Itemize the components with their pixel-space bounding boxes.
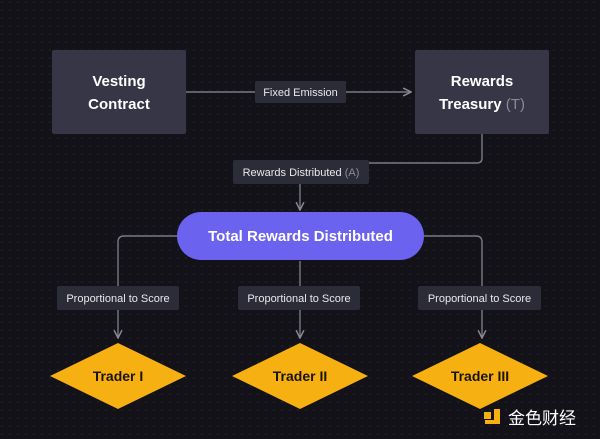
total-rewards-node: Total Rewards Distributed (177, 212, 424, 260)
svg-text:Trader II: Trader II (273, 368, 327, 384)
treasury-suffix: (T) (506, 96, 525, 113)
label-proportional-3: Proportional to Score (418, 286, 541, 310)
edge-trader-1 (118, 235, 178, 338)
label-fixed-emission: Fixed Emission (255, 81, 346, 103)
vesting-line2: Contract (88, 96, 150, 113)
svg-text:Proportional to Score: Proportional to Score (66, 293, 169, 305)
watermark-logo-icon (484, 409, 500, 424)
trader-1-node: Trader I (50, 343, 186, 409)
svg-text:Fixed Emission: Fixed Emission (263, 87, 338, 99)
vesting-contract-node: Vesting Contract (52, 50, 186, 134)
label-rewards-distributed: Rewards Distributed (A) (233, 160, 369, 184)
svg-text:Proportional to Score: Proportional to Score (428, 293, 531, 305)
label-proportional-2: Proportional to Score (238, 286, 360, 310)
svg-text:金色财经: 金色财经 (508, 409, 576, 429)
svg-text:Proportional to Score: Proportional to Score (247, 293, 350, 305)
edge-trader-3 (424, 235, 482, 338)
trader-3-node: Trader III (412, 343, 548, 409)
svg-text:Trader I: Trader I (93, 368, 144, 384)
watermark: 金色财经 (484, 409, 576, 429)
svg-text:Trader III: Trader III (451, 368, 509, 384)
svg-text:Rewards Distributed (A): Rewards Distributed (A) (243, 167, 360, 179)
vesting-line1: Vesting (92, 73, 145, 90)
treasury-line1: Rewards (451, 73, 514, 90)
svg-text:Total Rewards Distributed: Total Rewards Distributed (208, 228, 393, 245)
label-proportional-1: Proportional to Score (57, 286, 179, 310)
svg-text:Treasury (T): Treasury (T) (439, 96, 525, 113)
trader-2-node: Trader II (232, 343, 368, 409)
rewards-treasury-node: Rewards Treasury (T) (415, 50, 549, 134)
treasury-line2: Treasury (439, 96, 502, 113)
